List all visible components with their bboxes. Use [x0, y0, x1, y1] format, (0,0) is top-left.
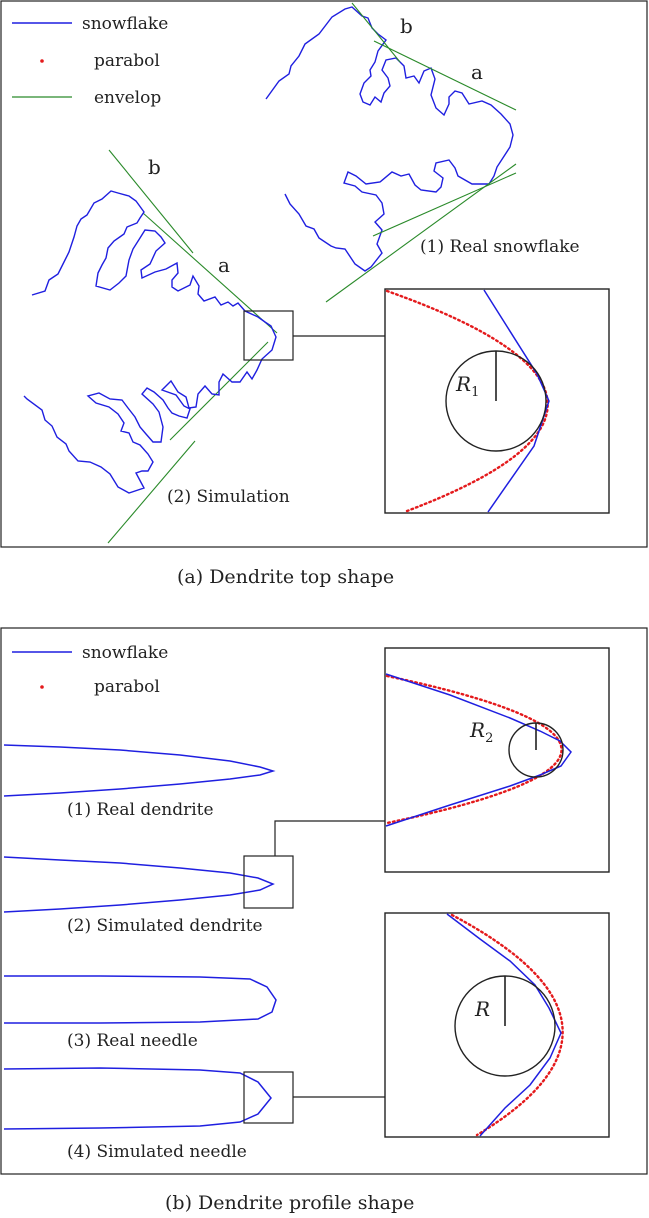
label-simulated-dendrite: (2) Simulated dendrite [67, 916, 263, 936]
inset-b2-parabola [450, 913, 564, 1137]
envelop-line-lower-left-long [107, 440, 196, 544]
legend-b-snowflake-label: snowflake [82, 643, 168, 663]
zoom-connector-b1 [274, 820, 385, 856]
panel-b: snowflake parabol (1) Real dendrite (2) … [0, 627, 648, 1175]
real-snowflake-outline [265, 6, 514, 272]
legend-parabol-swatch [40, 59, 44, 63]
panel-a-frame [0, 0, 648, 548]
envelop-line-a-left [142, 212, 278, 334]
radius-r1-subscript: 1 [471, 385, 479, 400]
inset-b2-frame [384, 912, 610, 1138]
panel-a: snowflake parabol envelop [0, 0, 648, 548]
radius-r1-letter: R [455, 372, 471, 396]
real-needle-outline [4, 975, 277, 1024]
radius-r-label: R [474, 997, 490, 1021]
label-real-needle: (3) Real needle [67, 1031, 198, 1051]
inset-a: R1 [384, 288, 610, 514]
simulated-dendrite-outline [3, 856, 275, 913]
label-simulated-needle: (4) Simulated needle [67, 1142, 247, 1162]
caption-a: (a) Dendrite top shape [177, 566, 394, 588]
radius-r2-label: R2 [469, 718, 493, 746]
label-real-snowflake: (1) Real snowflake [420, 237, 580, 257]
caption-b: (b) Dendrite profile shape [165, 1192, 414, 1214]
inset-b-dendrite: R2 [384, 647, 610, 873]
legend-snowflake-label: snowflake [82, 14, 168, 34]
panel-a-legend: snowflake parabol envelop [12, 14, 168, 108]
inset-b1-frame [384, 647, 610, 873]
legend-b-parabol-label: parabol [94, 677, 160, 697]
real-dendrite-outline [3, 744, 276, 797]
envelop-line-lower-right [325, 163, 517, 303]
inset-a-tip-outline [483, 289, 550, 513]
envelop-line-a-top [373, 40, 517, 111]
envelop-line-inner-right [372, 172, 517, 237]
zoom-box-b2 [243, 1071, 294, 1124]
inset-b2-tip-outline [446, 913, 562, 1137]
simulated-snowflake-outline [23, 190, 277, 494]
label-simulation: (2) Simulation [167, 487, 290, 507]
inset-b1-parabola [385, 674, 563, 825]
label-a-top: a [471, 60, 483, 84]
inset-b1-tip-outline [385, 673, 572, 827]
zoom-box-b1 [243, 855, 294, 909]
envelop-line-b-left [108, 149, 194, 254]
envelop-line-b-top [351, 2, 401, 63]
radius-r2-subscript: 2 [485, 731, 493, 746]
legend-parabol-label: parabol [94, 51, 160, 71]
simulated-needle-outline [3, 1067, 272, 1130]
envelop-lines-a [107, 2, 517, 544]
radius-r1-label: R1 [455, 372, 479, 400]
label-b-left: b [148, 155, 161, 179]
inset-b-needle: R [384, 912, 610, 1138]
inset-a-parabola [385, 289, 549, 513]
radius-r2-letter: R [469, 718, 485, 742]
label-real-dendrite: (1) Real dendrite [67, 800, 214, 820]
label-b-top: b [400, 14, 413, 38]
legend-b-parabol-swatch [40, 685, 44, 689]
label-a-left: a [218, 253, 230, 277]
panel-b-frame [0, 627, 648, 1175]
legend-envelop-label: envelop [94, 88, 161, 108]
inset-a-frame [384, 288, 610, 514]
panel-b-legend: snowflake parabol [12, 643, 168, 697]
